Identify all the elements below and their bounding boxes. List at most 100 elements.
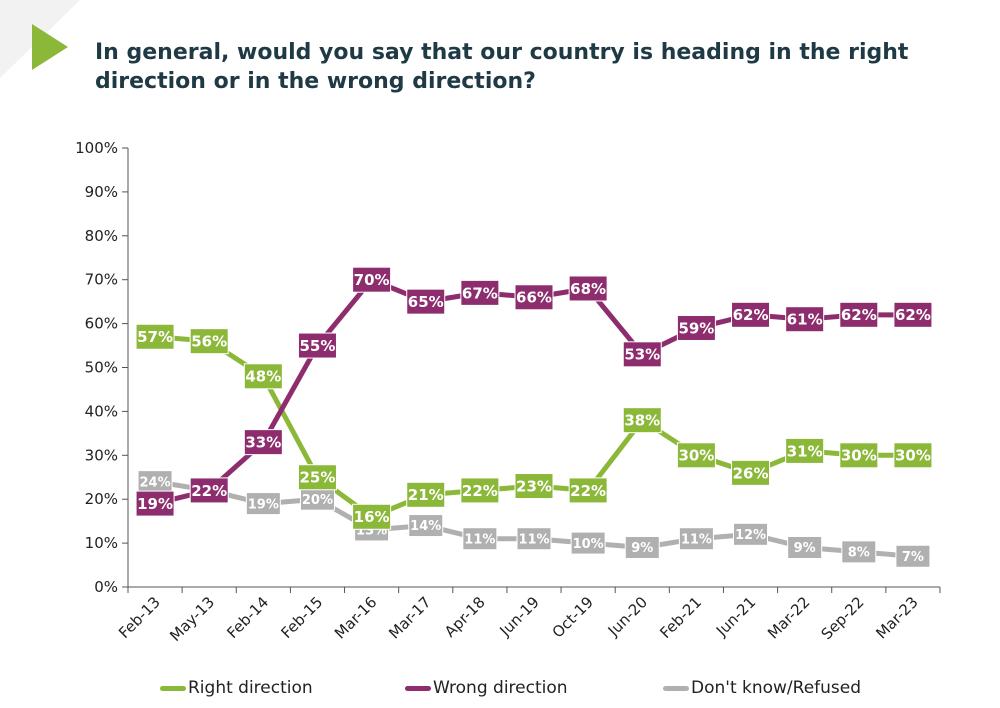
data-point-wrong (352, 266, 392, 293)
y-tick-label: 30% (85, 446, 118, 464)
legend-swatch-right (160, 685, 186, 691)
x-tick-label: Sep-22 (818, 593, 868, 643)
data-label-wrong: 33% (245, 434, 281, 452)
data-point-right (406, 481, 446, 508)
data-label-dontknow: 9% (794, 541, 816, 556)
y-tick-label: 100% (75, 139, 118, 157)
data-label-right: 56% (191, 333, 227, 351)
data-point-right (243, 363, 283, 390)
data-label-wrong: 19% (137, 495, 173, 513)
data-label-right: 57% (137, 328, 173, 346)
y-tick-label: 60% (85, 315, 118, 333)
data-label-wrong: 53% (624, 346, 660, 364)
data-label-dontknow: 10% (573, 537, 604, 552)
data-point-dontknow (408, 514, 444, 538)
data-point-wrong (839, 301, 879, 328)
data-point-right (297, 464, 337, 491)
y-tick-label: 20% (85, 490, 118, 508)
data-label-right: 22% (462, 482, 498, 500)
data-label-wrong: 55% (300, 337, 336, 355)
data-point-right (514, 473, 554, 500)
data-point-right (568, 477, 608, 504)
data-point-right (731, 459, 771, 486)
y-tick-label: 10% (85, 534, 118, 552)
x-tick-label: Feb-13 (115, 593, 164, 642)
chart-title: In general, would you say that our count… (95, 40, 909, 94)
data-label-wrong: 66% (516, 289, 552, 307)
data-label-wrong: 65% (408, 293, 444, 311)
y-tick-label: 90% (85, 183, 118, 201)
x-tick-label: Jun-20 (604, 593, 651, 640)
data-point-right (622, 407, 662, 434)
data-label-dontknow: 14% (410, 519, 441, 534)
x-tick-label: Oct-19 (549, 593, 597, 641)
data-label-right: 38% (624, 412, 660, 430)
data-point-wrong (893, 301, 933, 328)
data-point-dontknow (678, 527, 714, 551)
data-label-dontknow: 9% (631, 541, 653, 556)
data-point-dontknow (841, 540, 877, 564)
data-label-wrong: 59% (678, 319, 714, 337)
data-label-wrong: 62% (895, 306, 931, 324)
data-point-wrong (406, 288, 446, 315)
data-point-dontknow (624, 535, 660, 559)
data-label-dontknow: 19% (248, 497, 279, 512)
data-point-dontknow (787, 535, 823, 559)
data-point-right (135, 323, 175, 350)
x-tick-label: Feb-15 (277, 593, 326, 642)
data-point-wrong (676, 314, 716, 341)
data-label-dontknow: 24% (140, 475, 171, 490)
data-label-right: 23% (516, 477, 552, 495)
data-point-right (785, 437, 825, 464)
x-tick-label: Feb-14 (223, 593, 272, 642)
data-point-dontknow (895, 544, 931, 568)
x-tick-label: Mar-22 (764, 593, 813, 642)
data-point-dontknow (245, 492, 281, 516)
y-tick-label: 0% (94, 578, 118, 596)
data-point-wrong (297, 332, 337, 359)
x-tick-label: May-13 (166, 593, 218, 645)
data-point-wrong (785, 306, 825, 333)
data-label-dontknow: 20% (302, 493, 333, 508)
data-label-wrong: 70% (354, 271, 390, 289)
legend-swatch-wrong (405, 685, 431, 691)
data-point-right (839, 442, 879, 469)
data-point-wrong (460, 279, 500, 306)
data-point-right (460, 477, 500, 504)
data-point-dontknow (516, 527, 552, 551)
data-point-dontknow (733, 522, 769, 546)
legend-item-dontknow: Don't know/Refused (663, 678, 861, 698)
data-label-wrong: 22% (191, 482, 227, 500)
data-label-dontknow: 11% (681, 532, 712, 547)
data-point-wrong (135, 490, 175, 517)
data-label-wrong: 61% (787, 311, 823, 329)
x-tick-label: Mar-16 (331, 593, 380, 642)
data-label-right: 16% (354, 508, 390, 526)
data-label-wrong: 62% (841, 306, 877, 324)
data-label-dontknow: 11% (464, 532, 495, 547)
data-label-wrong: 68% (570, 280, 606, 298)
data-point-wrong (731, 301, 771, 328)
data-point-right (893, 442, 933, 469)
data-point-right (189, 328, 229, 355)
x-tick-label: Mar-17 (385, 593, 434, 642)
data-label-right: 21% (408, 486, 444, 504)
legend-item-right: Right direction (160, 678, 313, 698)
data-label-right: 30% (895, 447, 931, 465)
data-point-wrong (622, 341, 662, 368)
data-label-right: 31% (787, 442, 823, 460)
data-label-wrong: 62% (733, 306, 769, 324)
x-tick-label: Jun-19 (495, 593, 542, 640)
data-point-wrong (514, 284, 554, 311)
legend-item-wrong: Wrong direction (405, 678, 568, 698)
data-label-right: 30% (678, 447, 714, 465)
data-point-wrong (189, 477, 229, 504)
legend-label-wrong: Wrong direction (433, 678, 568, 698)
y-tick-label: 80% (85, 227, 118, 245)
data-point-dontknow (462, 527, 498, 551)
data-label-right: 25% (300, 469, 336, 487)
legend-label-right: Right direction (188, 678, 313, 698)
data-point-right (676, 442, 716, 469)
x-tick-label: Apr-18 (441, 593, 489, 641)
accent-triangle-icon (32, 24, 68, 70)
